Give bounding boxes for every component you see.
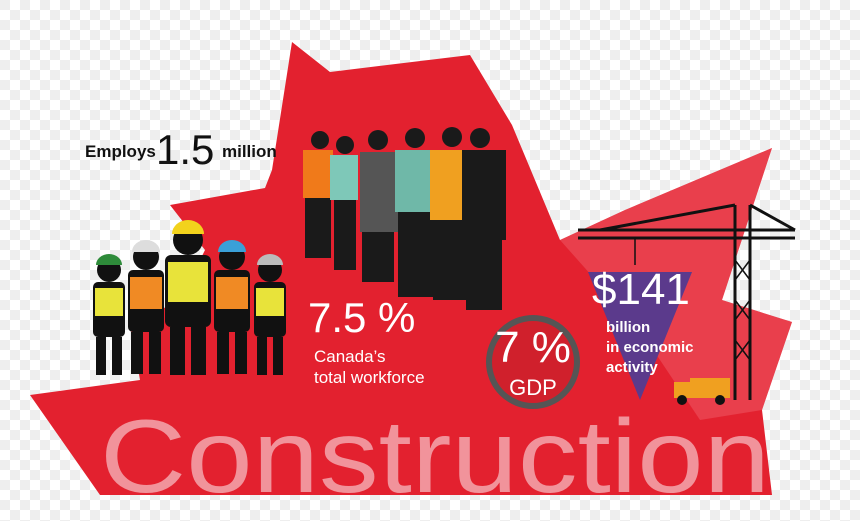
activity-number: $141 — [592, 265, 690, 314]
workforce-line: Canada’s — [314, 347, 386, 366]
activity-line: in economic — [606, 339, 694, 356]
gdp-label: GDP — [509, 375, 557, 400]
worker-group-photo — [303, 127, 506, 310]
crane — [578, 203, 796, 400]
workforce-line: total workforce — [314, 368, 425, 387]
truck — [674, 378, 730, 405]
headline-prefix: Employs — [85, 142, 156, 161]
activity-line: activity — [606, 359, 658, 376]
headline-suffix: million — [222, 142, 277, 161]
workforce-number: 7.5 % — [308, 294, 415, 341]
activity-triangle — [588, 272, 692, 400]
headline-number: 1.5 — [156, 126, 214, 173]
gdp-number: 7 % — [495, 323, 571, 372]
gdp-ring — [486, 315, 580, 409]
worker-group-left — [93, 220, 286, 375]
title: Construction — [100, 399, 770, 515]
activity-line: billion — [606, 319, 650, 336]
